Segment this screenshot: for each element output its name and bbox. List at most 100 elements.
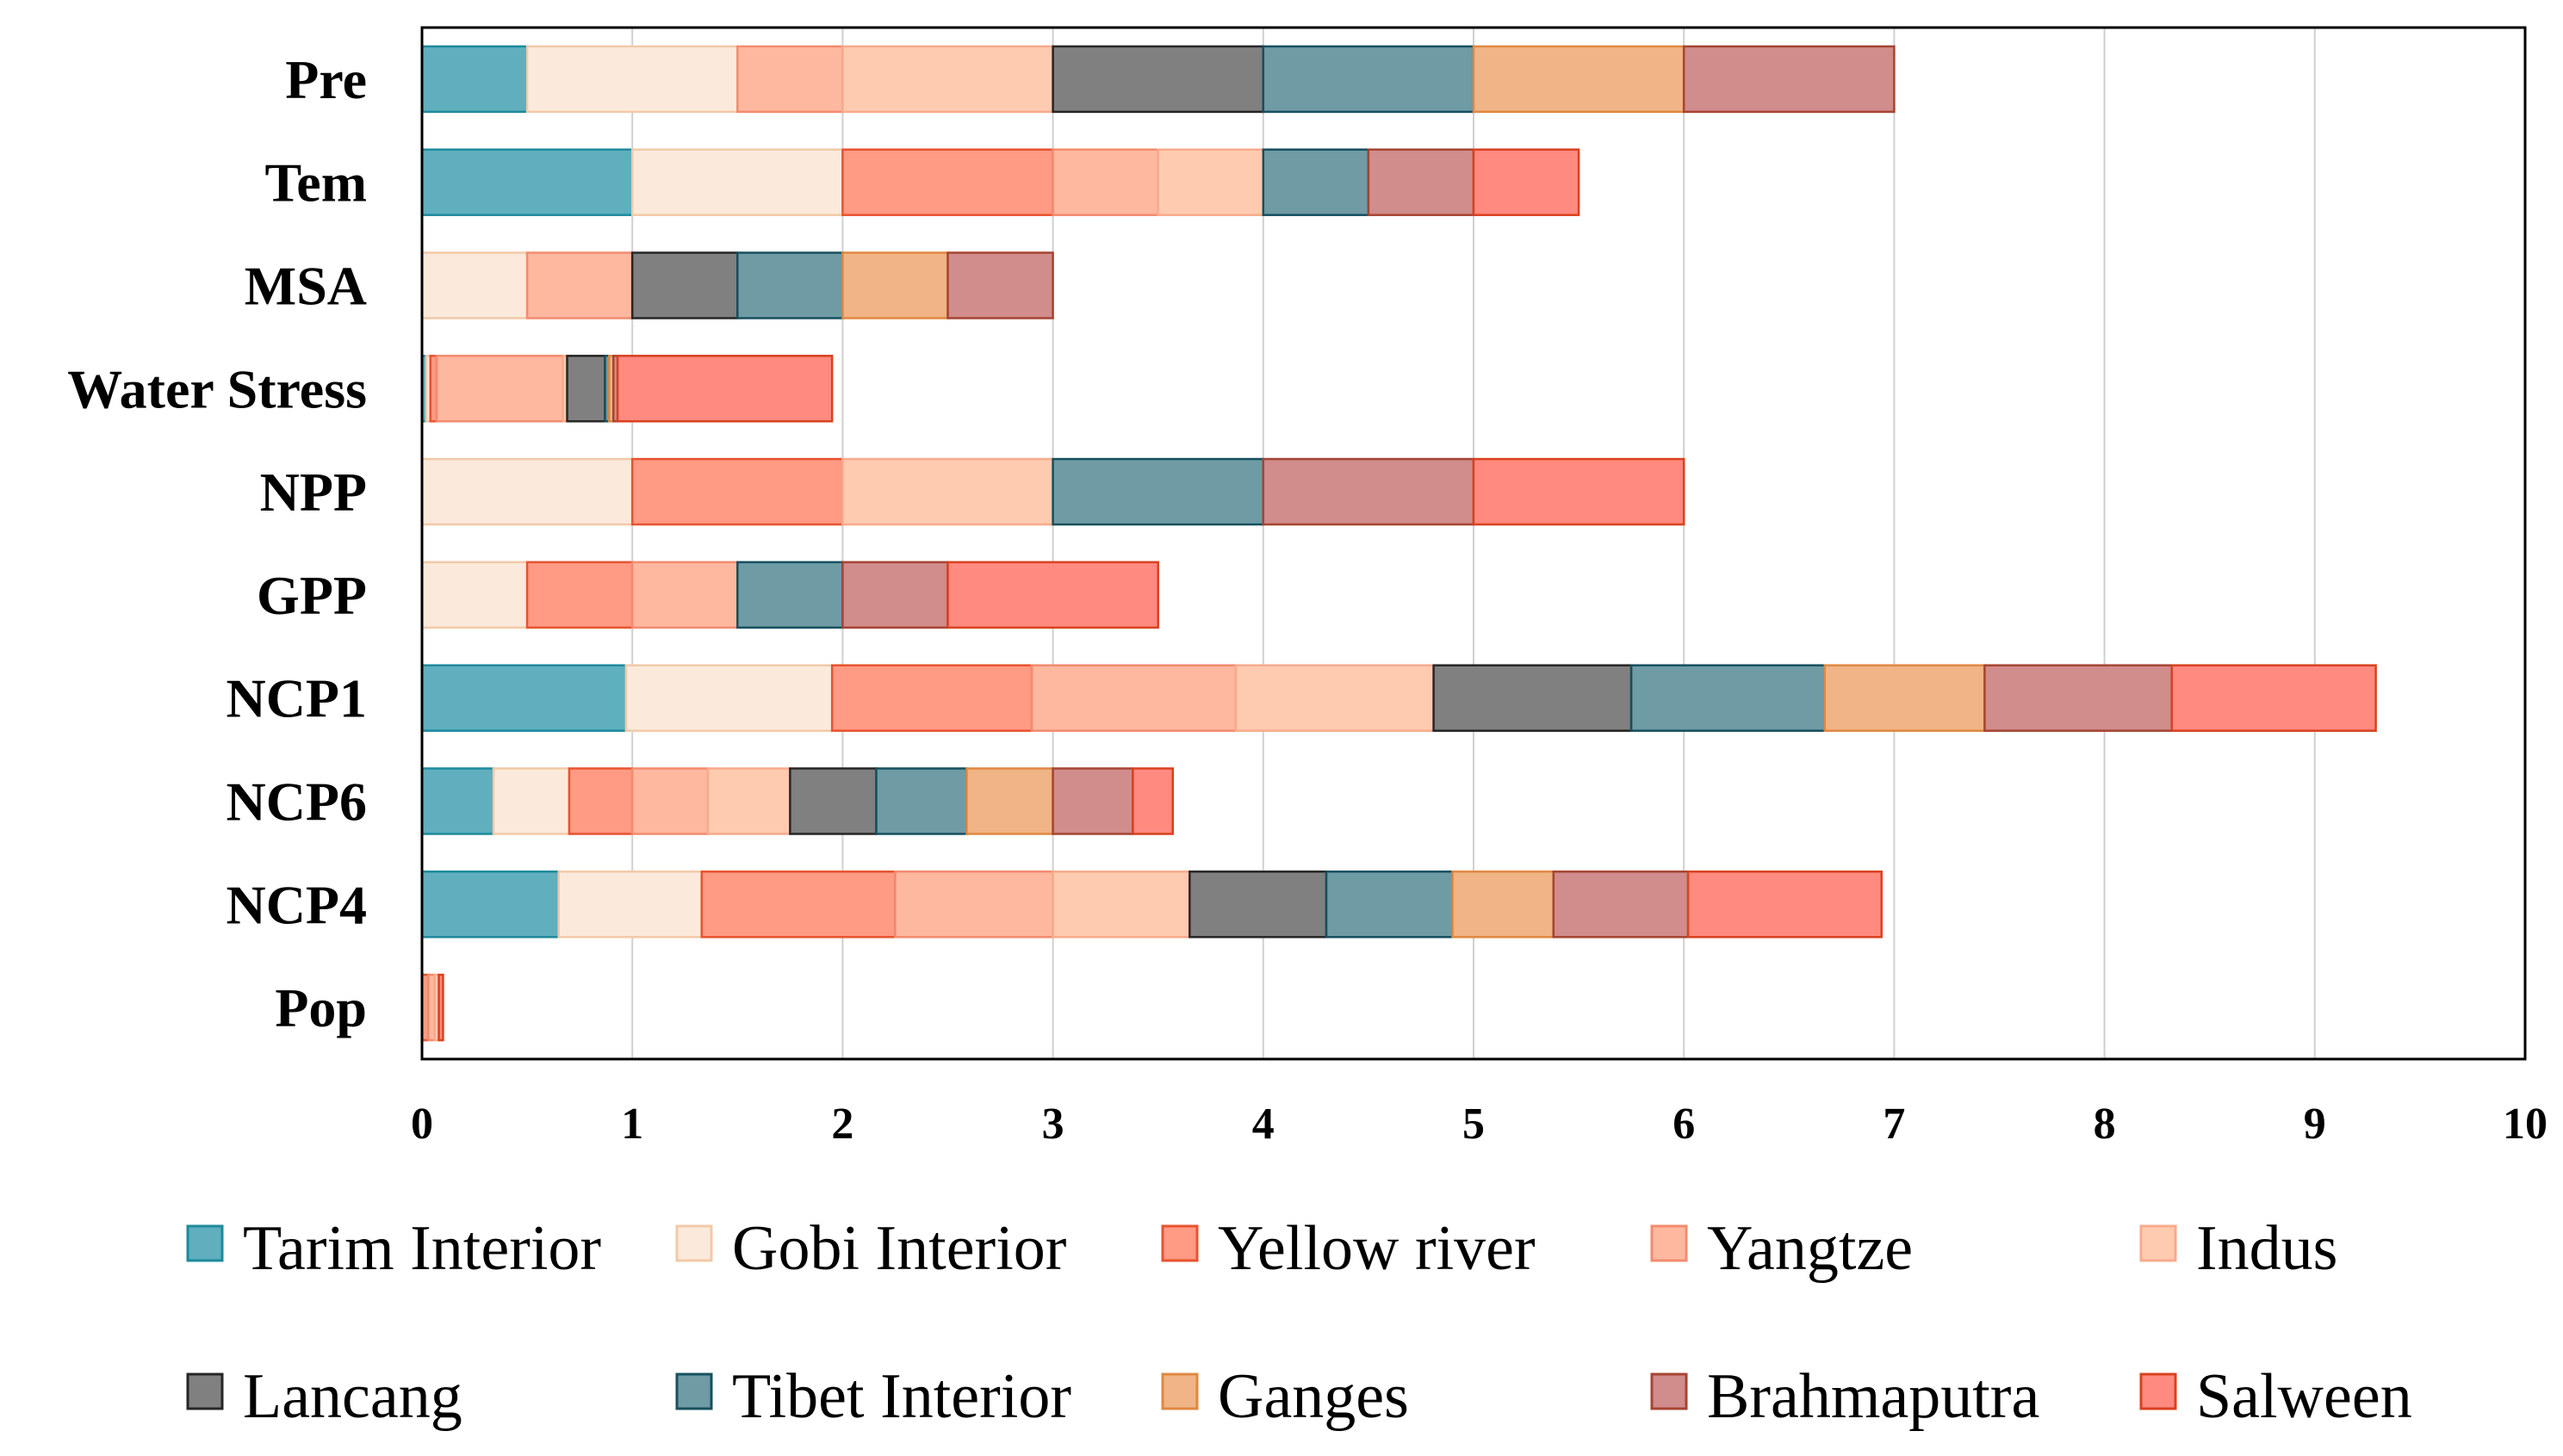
bar-tem-gobi-interior[interactable] [630, 148, 844, 216]
bar-pre-tibet-interior[interactable] [1262, 45, 1475, 114]
bar-gpp-brahmaputra[interactable] [841, 561, 949, 629]
bar-ncp1-salween[interactable] [2170, 664, 2377, 732]
bar-tem-indus[interactable] [1157, 148, 1265, 216]
legend-swatch-ganges [1161, 1372, 1199, 1410]
category-label-ncp4: NCP4 [226, 874, 367, 935]
x-tick-label-9: 9 [2304, 1100, 2326, 1149]
category-label-gpp: GPP [257, 565, 367, 626]
x-tick-label-3: 3 [1042, 1100, 1064, 1149]
bar-ncp1-brahmaputra[interactable] [1983, 664, 2173, 732]
bars [420, 45, 2377, 1042]
bar-water-stress-salween[interactable] [616, 355, 834, 423]
bar-gpp-salween[interactable] [946, 561, 1159, 629]
bar-ncp6-brahmaputra[interactable] [1052, 767, 1134, 835]
bar-ncp4-tibet-interior[interactable] [1325, 871, 1454, 939]
legend-swatch-salween [2139, 1372, 2177, 1410]
bar-ncp4-yangtze[interactable] [894, 871, 1054, 939]
bar-ncp4-salween[interactable] [1686, 871, 1883, 939]
category-label-pop: Pop [275, 977, 367, 1038]
x-tick-label-4: 4 [1252, 1100, 1275, 1149]
legend-label-indus: Indus [2196, 1213, 2337, 1284]
bar-water-stress-lancang[interactable] [566, 355, 606, 423]
bar-npp-yellow-river[interactable] [630, 457, 844, 526]
bar-ncp6-lancang[interactable] [789, 767, 878, 835]
legend-label-yellow-river: Yellow river [1218, 1213, 1536, 1284]
legend-label-yangtze: Yangtze [1707, 1213, 1913, 1284]
bar-ncp6-tarim-interior[interactable] [420, 767, 495, 835]
bar-npp-tibet-interior[interactable] [1052, 457, 1265, 526]
bar-ncp4-yellow-river[interactable] [700, 871, 897, 939]
bar-ncp4-indus[interactable] [1052, 871, 1191, 939]
bar-ncp6-tibet-interior[interactable] [875, 767, 968, 835]
bar-ncp4-gobi-interior[interactable] [557, 871, 704, 939]
bar-ncp6-salween[interactable] [1132, 767, 1175, 835]
legend: Tarim Interior Gobi Interior Yellow river Y… [186, 1213, 2412, 1432]
bar-water-stress-yangtze[interactable] [435, 355, 564, 423]
bar-npp-gobi-interior[interactable] [420, 457, 634, 526]
bar-pre-yangtze[interactable] [736, 45, 844, 114]
bar-msa-ganges[interactable] [841, 251, 949, 319]
legend-label-brahmaputra: Brahmaputra [1707, 1361, 2039, 1432]
bar-msa-brahmaputra[interactable] [946, 251, 1054, 319]
bar-ncp1-tarim-interior[interactable] [420, 664, 628, 732]
category-label-ncp1: NCP1 [226, 668, 367, 729]
bar-ncp4-tarim-interior[interactable] [420, 871, 560, 939]
bar-ncp6-indus[interactable] [706, 767, 791, 835]
category-label-water-stress: Water Stress [67, 358, 367, 419]
bar-gpp-yellow-river[interactable] [525, 561, 634, 629]
x-tick-label-0: 0 [411, 1100, 433, 1149]
legend-swatch-indus [2139, 1224, 2177, 1262]
legend-swatch-lancang [186, 1372, 224, 1410]
bar-gpp-gobi-interior[interactable] [420, 561, 529, 629]
bar-msa-tibet-interior[interactable] [736, 251, 844, 319]
x-tick-labels: 0 1 2 3 4 5 6 7 8 9 10 [411, 1100, 2547, 1149]
bar-pre-lancang[interactable] [1052, 45, 1265, 114]
bar-msa-yangtze[interactable] [525, 251, 634, 319]
bar-pre-ganges[interactable] [1472, 45, 1685, 114]
bar-pre-gobi-interior[interactable] [525, 45, 739, 114]
bar-tem-tibet-interior[interactable] [1262, 148, 1370, 216]
bar-ncp4-ganges[interactable] [1451, 871, 1555, 939]
legend-label-tibet-interior: Tibet Interior [732, 1361, 1071, 1432]
category-label-pre: Pre [285, 49, 367, 110]
bar-tem-brahmaputra[interactable] [1367, 148, 1475, 216]
bar-tem-tarim-interior[interactable] [420, 148, 634, 216]
bar-ncp6-ganges[interactable] [965, 767, 1054, 835]
legend-label-ganges: Ganges [1218, 1361, 1409, 1432]
bar-ncp1-ganges[interactable] [1823, 664, 1986, 732]
bar-ncp1-yangtze[interactable] [1030, 664, 1238, 732]
bar-ncp1-indus[interactable] [1234, 664, 1435, 732]
bar-msa-gobi-interior[interactable] [420, 251, 529, 319]
legend-swatch-yellow-river [1161, 1224, 1199, 1262]
bar-npp-salween[interactable] [1472, 457, 1685, 526]
bar-ncp6-gobi-interior[interactable] [492, 767, 571, 835]
bar-pre-brahmaputra[interactable] [1682, 45, 1896, 114]
category-label-npp: NPP [260, 462, 367, 523]
legend-swatch-gobi-interior [675, 1224, 713, 1262]
x-tick-label-8: 8 [2094, 1100, 2116, 1149]
bar-ncp4-lancang[interactable] [1188, 871, 1328, 939]
bar-ncp1-lancang[interactable] [1432, 664, 1633, 732]
category-labels: Pre Tem MSA Water Stress NPP GPP NCP1 NCP6 NCP4 P… [67, 49, 367, 1038]
bar-npp-indus[interactable] [841, 457, 1054, 526]
plot-frame [420, 26, 2527, 1061]
bar-tem-yellow-river[interactable] [841, 148, 1054, 216]
bar-ncp1-tibet-interior[interactable] [1629, 664, 1827, 732]
bar-ncp1-yellow-river[interactable] [830, 664, 1033, 732]
bar-pop-salween[interactable] [438, 973, 444, 1042]
bar-npp-brahmaputra[interactable] [1262, 457, 1475, 526]
bar-msa-lancang[interactable] [630, 251, 739, 319]
bar-pre-tarim-interior[interactable] [420, 45, 529, 114]
category-label-ncp6: NCP6 [226, 771, 367, 833]
bar-pre-indus[interactable] [841, 45, 1054, 114]
bar-tem-yangtze[interactable] [1052, 148, 1159, 216]
bar-gpp-tibet-interior[interactable] [736, 561, 844, 629]
bar-ncp6-yellow-river[interactable] [568, 767, 634, 835]
bar-tem-salween[interactable] [1472, 148, 1580, 216]
x-tick-label-1: 1 [621, 1100, 643, 1149]
bar-ncp1-gobi-interior[interactable] [624, 664, 834, 732]
bar-gpp-yangtze[interactable] [630, 561, 739, 629]
bar-ncp4-brahmaputra[interactable] [1552, 871, 1690, 939]
bar-ncp6-yangtze[interactable] [630, 767, 710, 835]
legend-label-lancang: Lancang [243, 1361, 462, 1432]
